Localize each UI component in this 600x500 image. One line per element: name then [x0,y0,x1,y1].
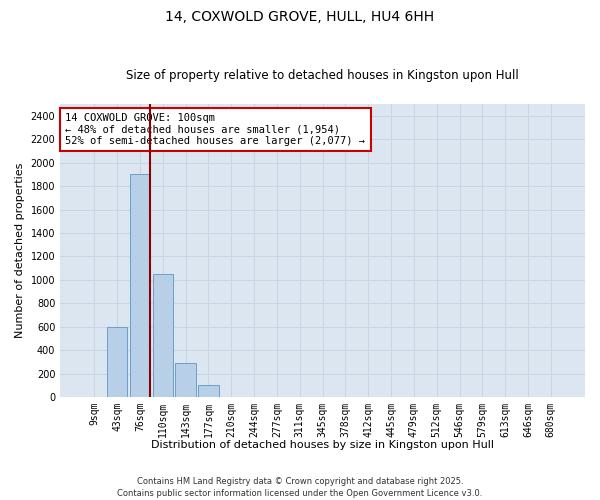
Text: 14 COXWOLD GROVE: 100sqm
← 48% of detached houses are smaller (1,954)
52% of sem: 14 COXWOLD GROVE: 100sqm ← 48% of detach… [65,113,365,146]
Bar [152,274,173,397]
Bar [130,174,150,397]
Text: 14, COXWOLD GROVE, HULL, HU4 6HH: 14, COXWOLD GROVE, HULL, HU4 6HH [166,10,434,24]
Title: Size of property relative to detached houses in Kingston upon Hull: Size of property relative to detached ho… [126,69,519,82]
Text: Contains HM Land Registry data © Crown copyright and database right 2025.
Contai: Contains HM Land Registry data © Crown c… [118,476,482,498]
X-axis label: Distribution of detached houses by size in Kingston upon Hull: Distribution of detached houses by size … [151,440,494,450]
Bar [175,363,196,397]
Bar [107,327,127,397]
Bar [198,386,219,397]
Y-axis label: Number of detached properties: Number of detached properties [15,163,25,338]
